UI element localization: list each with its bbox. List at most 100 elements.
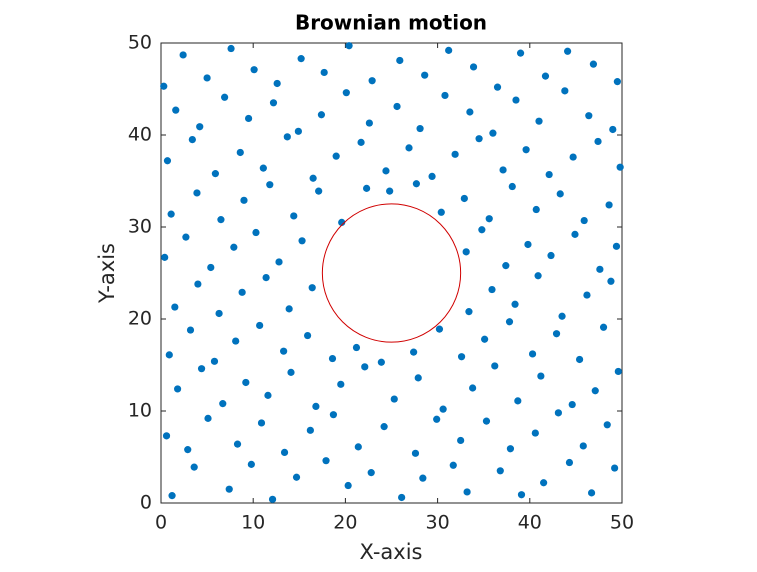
point xyxy=(179,51,187,59)
point xyxy=(564,47,572,55)
point xyxy=(405,144,413,152)
point xyxy=(516,49,525,57)
x-tick-label: 20 xyxy=(333,512,357,534)
point xyxy=(419,474,427,482)
point xyxy=(469,384,477,392)
point xyxy=(269,99,278,107)
point xyxy=(250,66,258,74)
point xyxy=(591,387,599,395)
point xyxy=(268,495,277,503)
point xyxy=(162,432,171,440)
point xyxy=(612,242,621,250)
point xyxy=(517,491,526,499)
point xyxy=(469,63,478,71)
point xyxy=(485,215,493,223)
x-tick-label: 0 xyxy=(155,512,167,534)
point xyxy=(614,367,622,376)
point xyxy=(393,102,401,111)
point xyxy=(328,354,337,363)
point xyxy=(238,288,246,296)
point xyxy=(190,463,198,471)
point xyxy=(569,153,577,161)
point xyxy=(167,210,175,218)
point xyxy=(210,357,219,365)
point xyxy=(221,93,229,101)
point xyxy=(309,174,317,182)
point xyxy=(491,362,499,370)
y-tick-label: 40 xyxy=(128,124,152,146)
point xyxy=(161,253,169,261)
point xyxy=(172,106,180,114)
point xyxy=(168,492,176,500)
point xyxy=(481,335,489,343)
point xyxy=(411,449,420,457)
point xyxy=(215,309,223,318)
point xyxy=(338,218,346,226)
point xyxy=(607,277,615,285)
point xyxy=(207,263,215,272)
point xyxy=(441,91,449,100)
point xyxy=(363,184,371,192)
point xyxy=(280,347,288,355)
point xyxy=(306,426,314,434)
point xyxy=(252,228,260,237)
point xyxy=(540,479,548,487)
point xyxy=(361,363,369,371)
point xyxy=(298,237,306,245)
point xyxy=(160,82,168,90)
point xyxy=(329,411,338,419)
point xyxy=(489,129,497,137)
point xyxy=(332,152,340,160)
point xyxy=(227,44,235,53)
point xyxy=(412,180,420,188)
x-tick-label: 10 xyxy=(241,512,265,534)
point xyxy=(280,448,289,456)
point xyxy=(320,68,328,77)
point xyxy=(449,461,457,469)
point xyxy=(488,285,496,294)
point xyxy=(377,358,385,366)
point xyxy=(478,226,486,234)
point xyxy=(565,458,574,467)
point xyxy=(342,89,350,97)
point xyxy=(603,421,611,429)
point xyxy=(292,473,301,481)
point xyxy=(437,208,445,216)
point xyxy=(580,216,588,225)
point xyxy=(605,201,613,209)
point xyxy=(416,124,424,133)
point xyxy=(297,55,305,63)
point xyxy=(522,146,530,154)
point xyxy=(186,326,195,334)
point xyxy=(303,331,312,340)
point xyxy=(197,365,206,373)
point xyxy=(173,385,182,393)
point xyxy=(290,212,298,220)
point xyxy=(398,493,406,502)
point xyxy=(259,164,267,172)
point xyxy=(428,172,436,180)
point xyxy=(547,251,555,260)
point xyxy=(365,119,373,127)
point xyxy=(531,429,539,437)
point xyxy=(535,117,543,125)
y-tick-label: 20 xyxy=(128,308,152,330)
point xyxy=(552,330,561,338)
chart-title: Brownian motion xyxy=(295,11,487,35)
point xyxy=(240,196,248,204)
point xyxy=(285,305,293,313)
point xyxy=(232,337,240,345)
point xyxy=(435,325,444,333)
point xyxy=(532,205,540,214)
point xyxy=(287,368,295,376)
y-tick-label: 0 xyxy=(140,492,152,514)
point xyxy=(275,258,283,266)
point xyxy=(512,96,520,104)
point xyxy=(556,190,564,198)
point xyxy=(396,56,404,65)
point xyxy=(244,114,253,123)
point xyxy=(230,243,238,251)
plot-area xyxy=(160,42,623,504)
point xyxy=(242,378,250,387)
point xyxy=(502,262,510,270)
